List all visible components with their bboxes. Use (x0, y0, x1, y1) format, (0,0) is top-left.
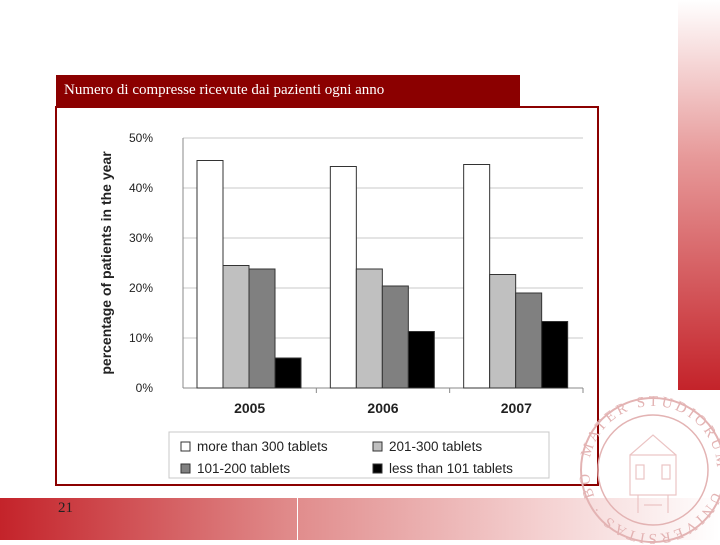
x-tick-label: 2005 (234, 400, 265, 416)
bar (515, 292, 543, 389)
legend-label: 201-300 tablets (389, 439, 482, 454)
bar (196, 160, 224, 389)
legend-box (168, 431, 550, 479)
legend-swatch (180, 463, 191, 474)
bottom-divider (297, 498, 298, 540)
x-tick-label: 2007 (501, 400, 532, 416)
bar (329, 166, 357, 389)
university-seal: MATER STUDIORUM · UNIVERSITAS · BONONIEN… (578, 395, 720, 545)
legend-swatch (372, 463, 383, 474)
bar (248, 268, 276, 389)
bar (222, 265, 250, 389)
top-right-decor-band (678, 0, 720, 390)
bar-chart: 0% 10% 20% 30% 40% 50% percentage of patients … (98, 131, 584, 479)
chart-frame: 0% 10% 20% 30% 40% 50% percentage of patients … (55, 106, 599, 486)
y-tick-label: 30% (129, 231, 153, 245)
y-tick-label: 20% (129, 281, 153, 295)
bar (274, 357, 302, 389)
y-axis-label: percentage of patients in the year (98, 151, 114, 375)
bar (463, 164, 491, 389)
page-number: 21 (58, 500, 73, 516)
bar (489, 274, 517, 389)
x-tick-label: 2006 (367, 400, 398, 416)
y-tick-label: 40% (129, 181, 153, 195)
legend-swatch (372, 441, 383, 452)
y-tick-label: 10% (129, 331, 153, 345)
legend-swatch (180, 441, 191, 452)
bar (541, 321, 569, 389)
bar (355, 268, 383, 389)
slide-title-box: Numero di compresse ricevute dai pazient… (56, 75, 520, 106)
svg-text:MATER STUDIORUM · UNIVERSITAS: MATER STUDIORUM · UNIVERSITAS · BONONIEN… (578, 395, 720, 545)
bar (407, 331, 435, 389)
y-tick-label: 0% (136, 381, 154, 395)
bar (381, 285, 409, 389)
y-tick-label: 50% (129, 131, 153, 145)
legend-label: more than 300 tablets (197, 439, 328, 454)
slide-title: Numero di compresse ricevute dai pazient… (64, 82, 385, 98)
legend-label: 101-200 tablets (197, 461, 290, 476)
legend-label: less than 101 tablets (389, 461, 513, 476)
